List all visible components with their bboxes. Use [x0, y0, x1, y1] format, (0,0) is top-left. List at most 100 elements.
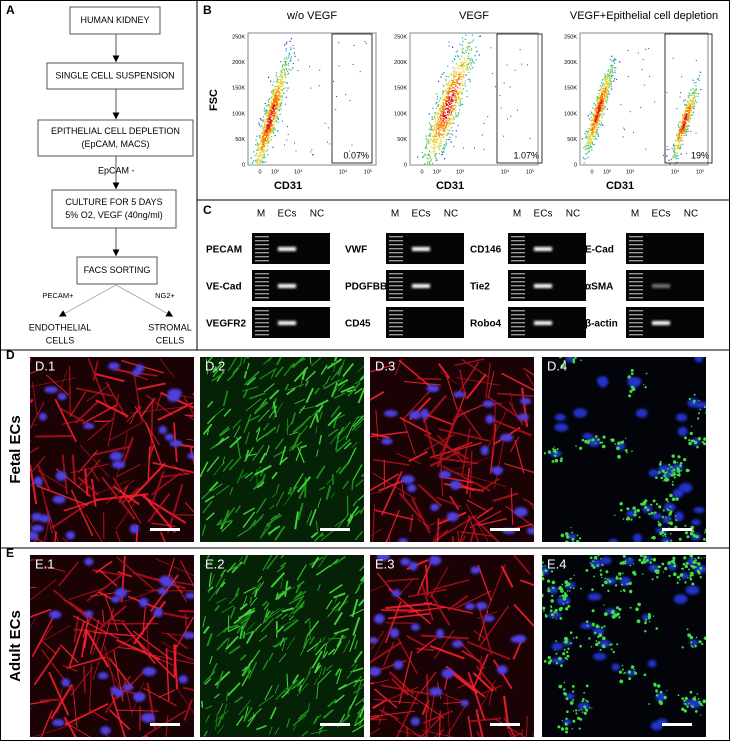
ladder-band — [389, 310, 403, 312]
ladder-band — [255, 322, 269, 324]
event-dot — [594, 115, 596, 117]
green-fiber — [259, 368, 277, 380]
event-dot — [441, 140, 443, 142]
green-fiber — [243, 586, 256, 594]
event-dot — [443, 103, 445, 105]
event-dot — [686, 128, 688, 130]
event-dot — [270, 129, 272, 131]
green-speckle — [655, 690, 658, 693]
event-dot — [264, 121, 266, 123]
event-dot — [448, 102, 450, 104]
green-speckle — [563, 648, 566, 651]
row-label: Adult ECs — [7, 610, 24, 682]
actin-fiber — [477, 518, 507, 527]
green-fiber — [241, 669, 252, 687]
event-dot — [353, 45, 355, 46]
green-fiber — [348, 695, 358, 712]
event-dot — [276, 89, 278, 92]
event-dot — [266, 132, 268, 134]
actin-fiber — [385, 509, 400, 542]
y-tick-label: 50K — [567, 137, 577, 143]
event-dot — [440, 121, 442, 123]
event-dot — [273, 116, 275, 118]
green-fiber — [216, 714, 224, 727]
event-dot — [591, 127, 593, 129]
actin-fiber — [134, 406, 160, 446]
event-dot — [450, 141, 452, 143]
event-dot — [606, 92, 608, 94]
event-dot — [427, 158, 430, 160]
event-dot — [597, 111, 599, 113]
green-speckle — [632, 506, 636, 510]
green-speckle — [665, 535, 667, 538]
green-speckle — [703, 406, 706, 408]
event-dot — [454, 69, 456, 71]
event-dot — [596, 112, 598, 114]
event-dot — [442, 118, 445, 120]
event-dot — [606, 99, 608, 101]
event-dot — [267, 100, 269, 102]
green-fiber — [355, 479, 364, 488]
actin-fiber — [485, 409, 508, 452]
event-dot — [459, 97, 461, 99]
event-dot — [585, 135, 587, 137]
event-dot — [683, 115, 685, 117]
event-dot — [453, 92, 455, 94]
actin-fiber — [383, 642, 394, 667]
event-dot — [365, 42, 367, 44]
nucleus — [33, 476, 43, 487]
event-dot — [607, 84, 610, 86]
event-dot — [458, 104, 460, 107]
green-speckle — [673, 565, 676, 568]
event-dot — [463, 52, 465, 54]
flow-step: FACS SORTING — [84, 265, 151, 275]
green-speckle — [703, 557, 705, 559]
event-dot — [276, 116, 278, 118]
event-dot — [262, 140, 265, 142]
green-speckle — [674, 572, 676, 574]
event-dot — [608, 86, 610, 88]
nucleus — [587, 437, 601, 447]
event-dot — [592, 135, 594, 137]
event-dot — [465, 68, 467, 70]
green-fiber — [333, 627, 349, 635]
green-speckle — [544, 613, 547, 616]
event-dot — [459, 73, 461, 76]
event-dot — [447, 84, 449, 86]
green-fiber — [213, 693, 220, 699]
event-dot — [692, 101, 694, 103]
event-dot — [603, 107, 606, 109]
nucleus — [153, 607, 163, 618]
green-fiber — [222, 458, 234, 473]
event-dot — [591, 133, 594, 135]
event-dot — [265, 143, 267, 145]
green-fiber — [323, 651, 329, 659]
event-dot — [608, 84, 610, 86]
event-dot — [262, 141, 264, 143]
green-speckle — [630, 385, 635, 389]
event-dot — [593, 121, 595, 123]
event-dot — [455, 63, 457, 65]
event-dot — [445, 80, 447, 82]
green-speckle — [642, 573, 644, 575]
event-dot — [259, 157, 261, 160]
event-dot — [266, 150, 268, 152]
actin-fiber — [429, 442, 482, 459]
event-dot — [604, 73, 606, 75]
green-speckle — [662, 509, 665, 512]
event-dot — [267, 154, 269, 156]
event-dot — [286, 90, 288, 92]
event-dot — [263, 128, 265, 130]
event-dot — [437, 95, 439, 98]
green-speckle — [610, 610, 615, 615]
event-dot — [263, 145, 265, 147]
event-dot — [614, 58, 616, 60]
event-dot — [603, 94, 605, 96]
event-dot — [277, 87, 279, 89]
event-dot — [602, 93, 604, 95]
green-fiber — [276, 625, 285, 634]
green-fiber — [252, 444, 264, 461]
event-dot — [698, 79, 700, 82]
nucleus — [135, 364, 145, 373]
green-fiber — [212, 366, 217, 373]
